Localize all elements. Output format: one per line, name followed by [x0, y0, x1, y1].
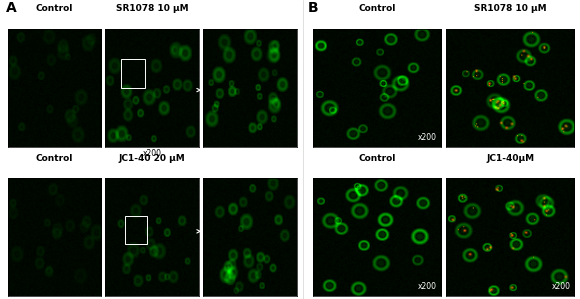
Text: x200: x200: [418, 282, 437, 291]
Text: Control: Control: [36, 4, 73, 13]
Text: SR1078 10 μM: SR1078 10 μM: [116, 4, 188, 13]
Text: JC1-40μM: JC1-40μM: [487, 154, 534, 163]
Text: x200: x200: [143, 150, 162, 158]
Text: x200: x200: [552, 282, 571, 291]
Bar: [121, 59, 145, 88]
Text: x200: x200: [418, 133, 437, 142]
Text: SR1078 10 μM: SR1078 10 μM: [474, 4, 547, 13]
Text: Control: Control: [358, 4, 396, 13]
Text: Control: Control: [358, 154, 396, 163]
Text: A: A: [6, 1, 17, 16]
Text: B: B: [307, 1, 318, 16]
Bar: [125, 216, 147, 244]
Text: Control: Control: [36, 154, 73, 163]
Text: JC1-40 20 μM: JC1-40 20 μM: [119, 154, 186, 163]
